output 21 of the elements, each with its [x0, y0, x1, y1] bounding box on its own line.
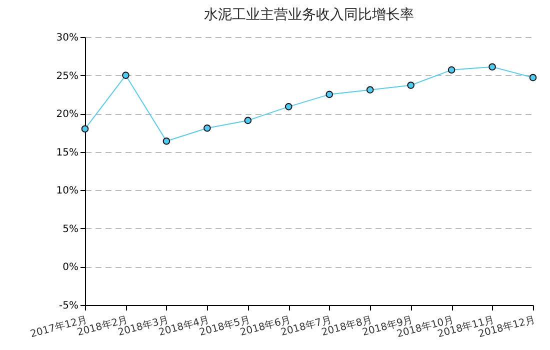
y-tick-label: 5%	[62, 224, 78, 235]
y-tick-label: 15%	[56, 147, 78, 158]
y-tick-label: 20%	[56, 109, 78, 120]
point	[162, 137, 170, 145]
point	[244, 116, 252, 124]
chart-title: 水泥工业主营业务收入同比增长率	[204, 7, 414, 23]
point	[81, 125, 89, 133]
point	[122, 72, 130, 79]
point	[284, 103, 292, 110]
point	[448, 66, 456, 74]
point	[326, 90, 334, 98]
point	[366, 86, 374, 94]
point	[529, 74, 537, 82]
point	[204, 124, 211, 132]
point	[407, 82, 414, 89]
y-tick-label: 10%	[56, 186, 78, 197]
y-tick-label: 0%	[62, 262, 78, 274]
point	[488, 63, 496, 71]
y-tick-label: 30%	[56, 32, 78, 44]
y-tick-label: 25%	[56, 70, 78, 82]
y-tick-label: -5%	[59, 300, 78, 312]
